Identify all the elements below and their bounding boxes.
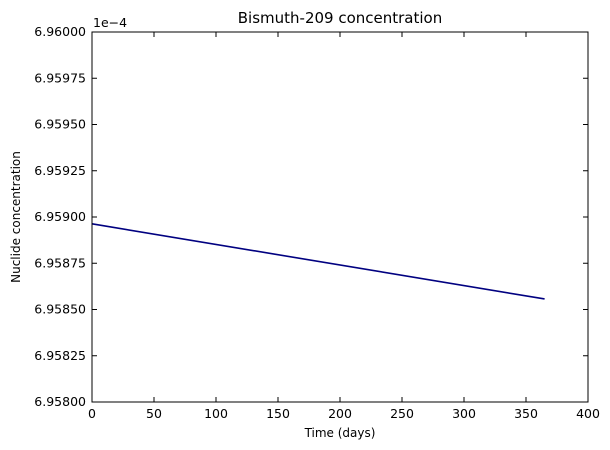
series-line-1	[91, 223, 545, 300]
y-axis-label: Nuclide concentration	[9, 151, 23, 283]
y-tick-label: 6.95925	[34, 163, 86, 178]
x-tick-label: 300	[452, 406, 476, 421]
x-tick-label: 100	[204, 406, 228, 421]
x-axis-ticks: 0 50 100 150 200 250 300 350 400	[88, 32, 600, 421]
y-tick-label: 6.95975	[34, 70, 86, 85]
y-tick-label: 6.95900	[34, 209, 86, 224]
x-tick-label: 150	[266, 406, 290, 421]
x-tick-label: 400	[576, 406, 600, 421]
y-tick-label: 6.95825	[34, 348, 86, 363]
y-axis-ticks: 6.95800 6.95825 6.95850 6.95875 6.95900 6.959…	[34, 24, 588, 409]
x-tick-label: 350	[514, 406, 538, 421]
plot-frame	[91, 31, 589, 403]
x-axis-label: Time (days)	[304, 426, 376, 440]
y-tick-label: 6.95800	[34, 394, 86, 409]
y-tick-label: 6.95875	[34, 255, 86, 270]
x-tick-label: 0	[88, 406, 96, 421]
x-tick-label: 250	[390, 406, 414, 421]
y-tick-label: 6.95950	[34, 117, 86, 132]
chart-title: Bismuth-209 concentration	[238, 9, 442, 27]
x-tick-label: 50	[146, 406, 162, 421]
series-layer	[91, 223, 545, 300]
y-tick-label: 6.95850	[34, 302, 86, 317]
x-tick-label: 200	[328, 406, 352, 421]
y-tick-label: 6.96000	[34, 24, 86, 39]
y-axis-offset-label: 1e−4	[93, 15, 127, 30]
